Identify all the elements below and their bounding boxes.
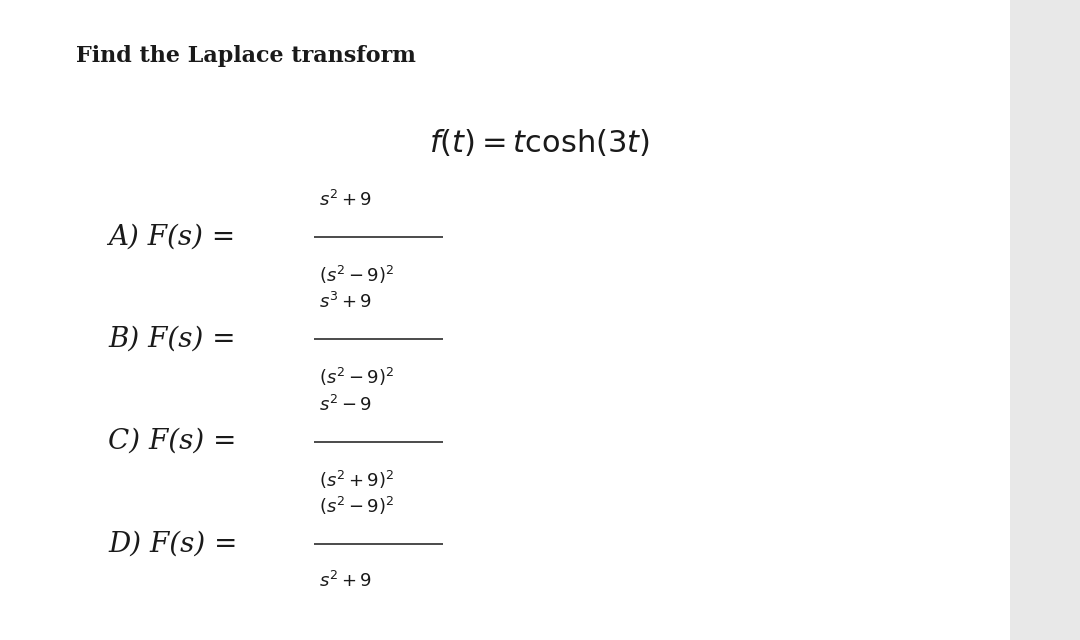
Text: $(s^2-9)^2$: $(s^2-9)^2$ [319, 495, 394, 517]
Text: $(s^2+9)^2$: $(s^2+9)^2$ [319, 468, 394, 491]
Text: C) F(s) =: C) F(s) = [108, 428, 245, 455]
FancyBboxPatch shape [0, 0, 1010, 640]
Text: $s^2-9$: $s^2-9$ [319, 395, 372, 415]
Text: Find the Laplace transform: Find the Laplace transform [76, 45, 416, 67]
Text: A) F(s) =: A) F(s) = [108, 223, 244, 250]
Text: B) F(s) =: B) F(s) = [108, 326, 244, 353]
Text: $s^2+9$: $s^2+9$ [319, 571, 372, 591]
Text: D) F(s) =: D) F(s) = [108, 531, 246, 557]
Text: $(s^2-9)^2$: $(s^2-9)^2$ [319, 366, 394, 388]
Text: $s^3+9$: $s^3+9$ [319, 292, 372, 312]
Text: $(s^2-9)^2$: $(s^2-9)^2$ [319, 264, 394, 286]
Text: $s^2+9$: $s^2+9$ [319, 190, 372, 210]
Text: $f(t) = t\cosh(3t)$: $f(t) = t\cosh(3t)$ [430, 128, 650, 159]
